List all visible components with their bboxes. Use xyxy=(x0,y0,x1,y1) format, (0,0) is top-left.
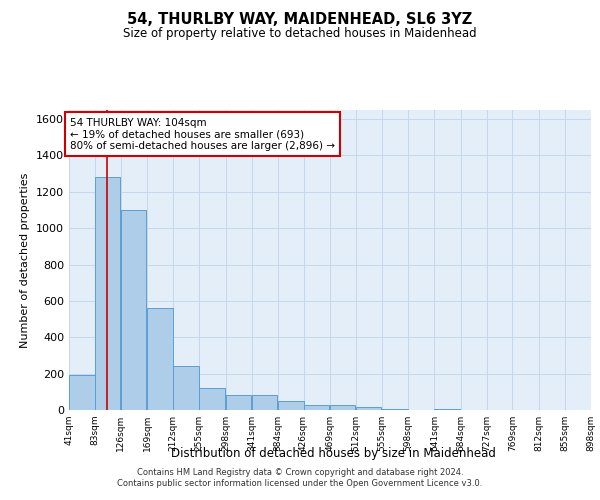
Bar xyxy=(226,394,251,410)
Bar xyxy=(329,406,355,410)
Bar xyxy=(95,178,120,410)
Text: Contains HM Land Registry data © Crown copyright and database right 2024.
Contai: Contains HM Land Registry data © Crown c… xyxy=(118,468,482,487)
Text: Distribution of detached houses by size in Maidenhead: Distribution of detached houses by size … xyxy=(170,448,496,460)
Bar xyxy=(147,308,173,410)
Bar xyxy=(69,376,95,410)
Text: 54, THURLBY WAY, MAIDENHEAD, SL6 3YZ: 54, THURLBY WAY, MAIDENHEAD, SL6 3YZ xyxy=(127,12,473,28)
Bar xyxy=(356,406,382,410)
Bar xyxy=(252,396,277,410)
Text: 54 THURLBY WAY: 104sqm
← 19% of detached houses are smaller (693)
80% of semi-de: 54 THURLBY WAY: 104sqm ← 19% of detached… xyxy=(70,118,335,150)
Bar xyxy=(121,210,146,410)
Bar xyxy=(304,404,329,410)
Bar xyxy=(278,401,304,410)
Text: Size of property relative to detached houses in Maidenhead: Size of property relative to detached ho… xyxy=(123,28,477,40)
Bar xyxy=(199,388,225,410)
Y-axis label: Number of detached properties: Number of detached properties xyxy=(20,172,31,348)
Bar xyxy=(382,408,407,410)
Bar xyxy=(173,366,199,410)
